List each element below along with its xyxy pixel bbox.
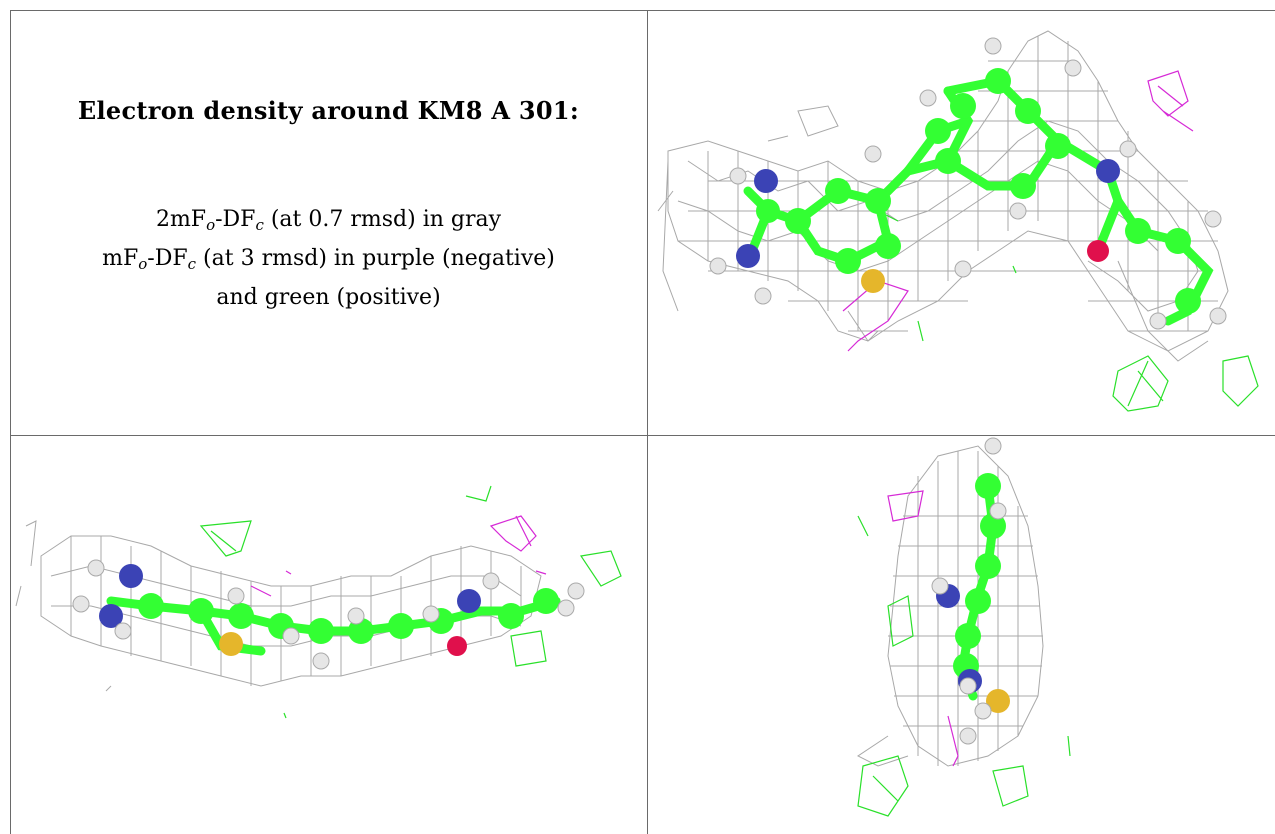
table-border-left: [10, 10, 11, 834]
density-view-top-right: [648, 11, 1275, 435]
caption-line-fo-fc: mFo-DFc (at 3 rmsd) in purple (negative): [102, 246, 555, 273]
table-border-row: [10, 435, 1275, 436]
density-image-1: [657, 30, 1259, 412]
density-image-3: [857, 437, 1071, 817]
density-view-bottom-right: [648, 436, 1275, 834]
table-border-middle: [647, 10, 648, 834]
table-border-top: [10, 10, 1275, 11]
density-image-2: [15, 485, 622, 719]
caption-title: Electron density around KM8 A 301:: [77, 96, 580, 125]
density-view-bottom-left: [11, 436, 647, 834]
caption-line-2fo-fc: 2mFo-DFc (at 0.7 rmsd) in gray: [155, 207, 502, 234]
caption-legend: 2mFo-DFc (at 0.7 rmsd) in gray mFo-DFc (…: [10, 203, 647, 315]
caption-line-colors: and green (positive): [216, 285, 441, 310]
caption-cell: Electron density around KM8 A 301: 2mFo-…: [10, 0, 647, 435]
